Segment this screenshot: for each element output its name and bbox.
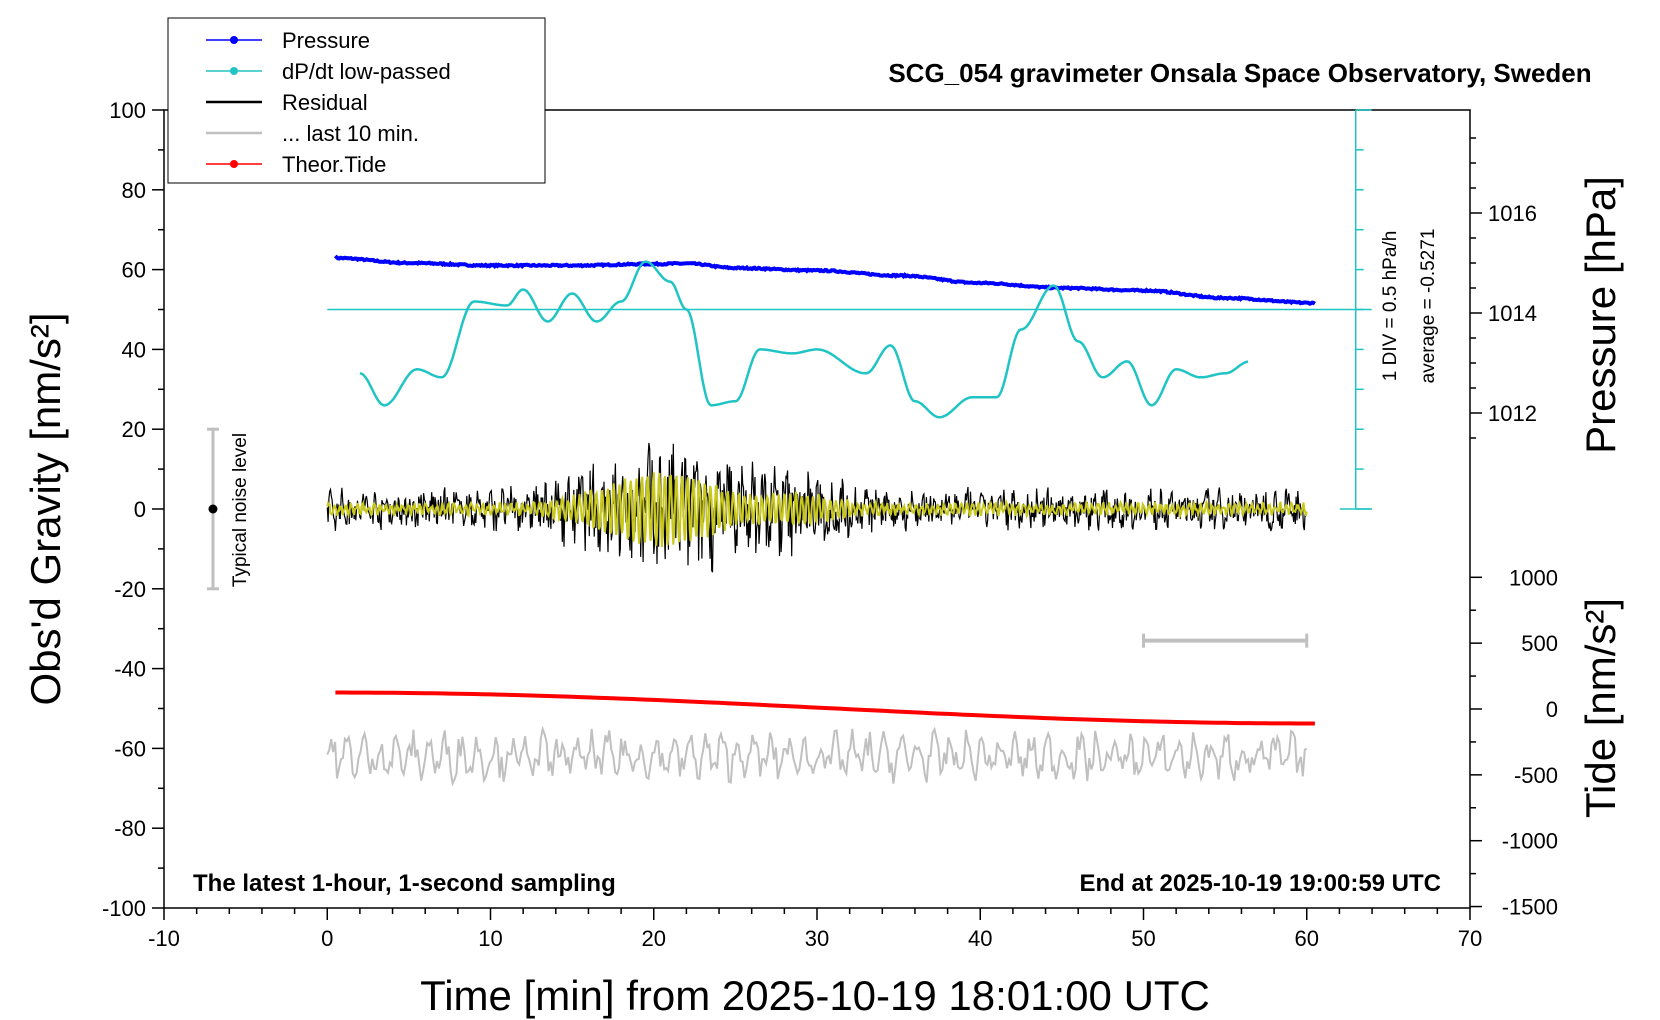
x-tick-label: 50 — [1131, 926, 1155, 951]
y-tick-label: 60 — [122, 258, 146, 283]
y-tick-label: -40 — [114, 657, 146, 682]
div-annotation: 1 DIV = 0.5 hPa/h — [1380, 231, 1401, 382]
pressure-axis-label: Pressure [hPa] — [1577, 176, 1624, 454]
legend-label: Theor.Tide — [282, 152, 386, 177]
x-tick-label: 70 — [1458, 926, 1482, 951]
tide-axis-label: Tide [nm/s²] — [1577, 598, 1624, 818]
legend-swatch-dot — [230, 160, 238, 168]
x-tick-label: 60 — [1295, 926, 1319, 951]
last-10-min-bar — [1142, 633, 1309, 648]
legend-swatch-dot — [230, 36, 238, 44]
pressure-series-line — [333, 254, 1316, 306]
x-tick-label: 40 — [968, 926, 992, 951]
tide-tick-label: 1000 — [1509, 565, 1558, 590]
pressure-tick-label: 1012 — [1488, 401, 1537, 426]
noise-level-bar — [206, 427, 219, 591]
y-tick-label: 20 — [122, 417, 146, 442]
x-tick-label: -10 — [148, 926, 180, 951]
axis-ticks — [152, 109, 1482, 920]
pressure-tick-labels: 1016 1014 1012 — [1488, 201, 1537, 426]
end-time-note: End at 2025-10-19 19:00:59 UTC — [1080, 870, 1442, 897]
tide-tick-label: -500 — [1514, 763, 1558, 788]
x-tick-label: 30 — [805, 926, 829, 951]
sampling-note: The latest 1-hour, 1-second sampling — [193, 870, 616, 897]
average-annotation: average = -0.5271 — [1418, 229, 1439, 384]
y-axis-label: Obs'd Gravity [nm/s²] — [22, 312, 69, 705]
pressure-tick-label: 1014 — [1488, 301, 1537, 326]
y-tick-label: -20 — [114, 577, 146, 602]
x-tick-labels: -10 0 10 20 30 40 50 60 70 — [148, 926, 1482, 951]
legend-label: Residual — [282, 90, 368, 115]
legend-label: Pressure — [282, 28, 370, 53]
chart-title: SCG_054 gravimeter Onsala Space Observat… — [888, 58, 1591, 88]
legend-box — [167, 17, 546, 184]
y-tick-label: -100 — [102, 896, 146, 921]
x-tick-label: 0 — [321, 926, 333, 951]
pressure-tick-label: 1016 — [1488, 201, 1537, 226]
tide-tick-label: 0 — [1546, 697, 1558, 722]
legend: Pressure dP/dt low-passed Residual ... last… — [167, 17, 546, 184]
x-axis-label: Time [min] from 2025-10-19 18:01:00 UTC — [420, 972, 1210, 1019]
y-tick-label: 100 — [109, 98, 146, 123]
tide-tick-labels: 1000 500 0 -500 -1000 -1500 — [1502, 565, 1558, 919]
y-tick-labels: 100 80 60 40 20 0 -20 -40 -60 -80 -100 — [102, 98, 146, 921]
y-tick-label: 0 — [134, 497, 146, 522]
y-tick-label: -60 — [114, 736, 146, 761]
noise-level-label: Typical noise level — [230, 433, 251, 587]
legend-label: dP/dt low-passed — [282, 59, 451, 84]
y-tick-label: 40 — [122, 337, 146, 362]
tide-tick-label: -1500 — [1502, 895, 1558, 920]
last-10-min-series-line — [326, 725, 1308, 787]
dpdt-series-line — [359, 260, 1249, 419]
y-tick-label: 80 — [122, 178, 146, 203]
noise-bar-dot — [208, 504, 218, 514]
y-tick-label: -80 — [114, 816, 146, 841]
legend-swatch-dot — [230, 67, 238, 75]
tide-tick-label: 500 — [1521, 631, 1558, 656]
x-tick-label: 20 — [642, 926, 666, 951]
legend-label: ... last 10 min. — [282, 121, 419, 146]
tide-tick-label: -1000 — [1502, 829, 1558, 854]
tide-series-line — [335, 690, 1315, 726]
x-tick-label: 10 — [478, 926, 502, 951]
residual-filtered-line — [326, 472, 1308, 548]
